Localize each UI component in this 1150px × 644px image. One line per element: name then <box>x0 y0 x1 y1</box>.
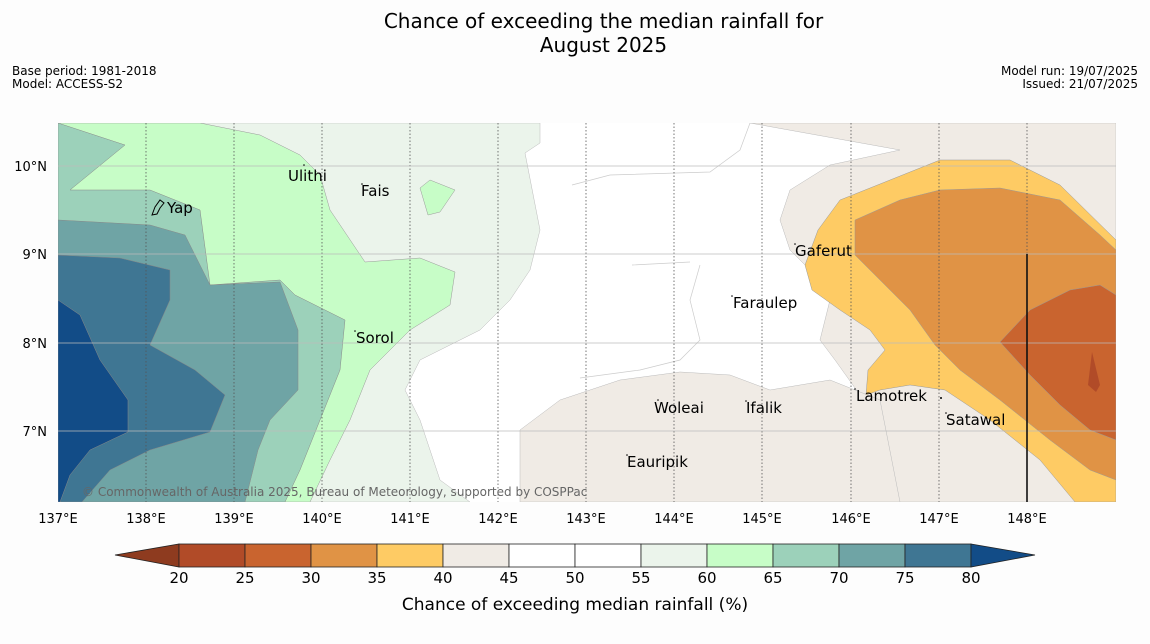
colorbar-bin <box>376 543 444 568</box>
place-label-eauripik: Eauripik <box>627 453 688 471</box>
lon-label: 138°E <box>126 512 166 527</box>
place-label-ifalik: Ifalik <box>746 399 782 417</box>
colorbar-tick-label: 40 <box>433 569 452 587</box>
contour-line-50 <box>571 123 751 379</box>
latitude-lines <box>58 165 1116 432</box>
colorbar-bin <box>508 543 576 568</box>
place-label-satawal: Satawal <box>946 411 1005 429</box>
longitude-labels: 137°E 138°E 139°E 140°E 141°E 142°E 143°… <box>38 512 1047 527</box>
colorbar-tick-label: 65 <box>763 569 782 587</box>
colorbar-tick-label: 60 <box>697 569 716 587</box>
colorbar-bin <box>310 543 378 568</box>
colorbar-bin <box>244 543 312 568</box>
copyright-credit: © Commonwealth of Australia 2025, Bureau… <box>82 485 587 499</box>
colorbar-tick-label: 75 <box>895 569 914 587</box>
place-label-faraulep: Faraulep <box>733 294 797 312</box>
colorbar-bin <box>706 543 774 568</box>
colorbar-bin <box>838 543 906 568</box>
band-30-35 <box>854 187 1116 481</box>
model-run-text: Model run: 19/07/2025 <box>1000 64 1138 78</box>
band-gt80 <box>58 299 129 502</box>
lon-label: 141°E <box>390 512 430 527</box>
lon-label: 148°E <box>1007 512 1047 527</box>
colorbar-extend-high <box>970 543 1036 568</box>
place-label-yap: Yap <box>166 199 193 217</box>
place-label-ulithi: Ulithi <box>288 167 327 185</box>
colorbar-tick-label: 20 <box>169 569 188 587</box>
colorbar-bin <box>772 543 840 568</box>
issued-text: Issued: 21/07/2025 <box>1022 77 1138 91</box>
lon-label: 143°E <box>566 512 606 527</box>
colorbar-bin <box>574 543 642 568</box>
latitude-labels: 10°N 9°N 8°N 7°N <box>14 160 47 440</box>
colorbar-extend-low <box>114 543 180 568</box>
place-label-woleai: Woleai <box>654 399 704 417</box>
lon-label: 147°E <box>919 512 959 527</box>
map-title-line1: Chance of exceeding the median rainfall … <box>383 9 824 33</box>
band-60-65-islet <box>419 179 456 216</box>
place-markers <box>303 164 947 456</box>
lat-label: 10°N <box>14 160 47 175</box>
colorbar <box>114 543 1036 568</box>
band-40-45-south <box>519 371 901 502</box>
colorbar-ticks: 20 25 30 35 40 45 50 55 60 65 70 75 80 <box>169 569 980 587</box>
colorbar-tick-label: 50 <box>565 569 584 587</box>
colorbar-tick-label: 30 <box>301 569 320 587</box>
lon-label: 137°E <box>38 512 78 527</box>
colorbar-tick-label: 45 <box>499 569 518 587</box>
colorbar-bin <box>904 543 972 568</box>
place-label-fais: Fais <box>361 182 390 200</box>
colorbar-tick-label: 55 <box>631 569 650 587</box>
colorbar-tick-label: 25 <box>235 569 254 587</box>
colorbar-title: Chance of exceeding median rainfall (%) <box>402 595 748 615</box>
place-label-gaferut: Gaferut <box>795 242 852 260</box>
lat-label: 7°N <box>23 425 48 440</box>
colorbar-tick-label: 70 <box>829 569 848 587</box>
lat-label: 8°N <box>23 337 48 352</box>
place-label-sorol: Sorol <box>356 329 394 347</box>
lat-label: 9°N <box>23 248 48 263</box>
lon-label: 144°E <box>654 512 694 527</box>
lon-label: 139°E <box>214 512 254 527</box>
map-title-line2: August 2025 <box>539 33 668 57</box>
place-label-lamotrek: Lamotrek <box>856 387 927 405</box>
map-area <box>58 123 1116 502</box>
colorbar-bin <box>178 543 246 568</box>
base-period-text: Base period: 1981-2018 <box>12 64 157 78</box>
meta-left: Base period: 1981-2018 Model: ACCESS-S2 <box>12 65 157 91</box>
lon-label: 142°E <box>478 512 518 527</box>
lon-label: 140°E <box>302 512 342 527</box>
band-20-25 <box>1088 352 1100 392</box>
meta-right: Model run: 19/07/2025 Issued: 21/07/2025 <box>1001 65 1138 91</box>
colorbar-bin <box>640 543 708 568</box>
band-25-30 <box>999 284 1116 441</box>
yap-island-shape <box>151 199 165 216</box>
colorbar-tick-label: 80 <box>961 569 980 587</box>
colorbar-tick-label: 35 <box>367 569 386 587</box>
lon-label: 145°E <box>742 512 782 527</box>
colorbar-bin <box>442 543 510 568</box>
model-text: Model: ACCESS-S2 <box>12 77 124 91</box>
lon-label: 146°E <box>831 512 871 527</box>
